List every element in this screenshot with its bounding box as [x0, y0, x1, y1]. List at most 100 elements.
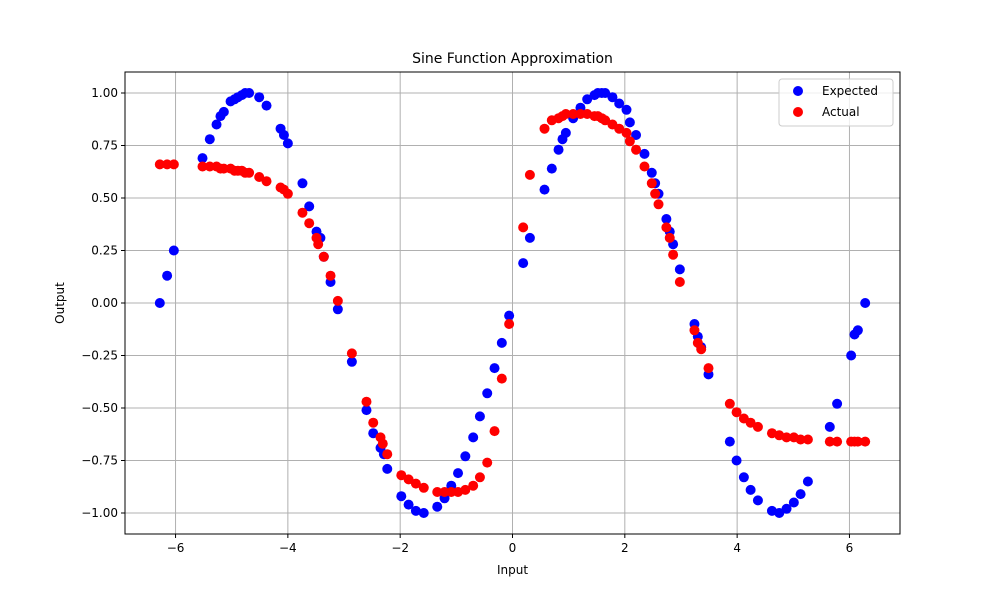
- point-expected: [560, 127, 571, 138]
- point-expected: [624, 117, 635, 128]
- legend-box: [778, 78, 894, 127]
- point-actual: [621, 127, 632, 138]
- point-expected: [621, 104, 632, 115]
- point-actual: [504, 319, 515, 329]
- point-actual: [696, 344, 707, 355]
- point-actual: [282, 188, 293, 199]
- point-actual: [624, 136, 635, 147]
- point-actual: [674, 277, 685, 287]
- y-tick-label: 0.25: [91, 244, 118, 258]
- point-expected: [368, 428, 379, 439]
- point-actual: [313, 239, 324, 250]
- point-expected: [832, 398, 843, 409]
- point-expected: [539, 184, 550, 195]
- x-tick-label: −4: [279, 541, 297, 555]
- point-actual: [346, 348, 357, 359]
- y-axis-label: Output: [53, 282, 67, 324]
- point-expected: [162, 270, 173, 281]
- point-expected: [553, 144, 564, 155]
- legend-marker-actual: [793, 107, 803, 117]
- point-expected: [504, 310, 515, 321]
- point-actual: [154, 159, 165, 170]
- point-actual: [824, 436, 835, 447]
- point-expected: [346, 356, 357, 367]
- legend-label-expected: Expected: [822, 84, 878, 98]
- x-axis-label: Input: [497, 563, 528, 577]
- point-actual: [731, 407, 742, 418]
- point-actual: [745, 417, 756, 428]
- point-actual: [653, 199, 664, 210]
- point-expected: [297, 178, 308, 189]
- point-actual: [752, 421, 763, 432]
- point-actual: [361, 396, 372, 407]
- point-actual: [254, 172, 265, 182]
- point-actual: [377, 438, 388, 449]
- point-expected: [781, 503, 792, 514]
- y-tick-label: −0.75: [81, 454, 118, 468]
- point-expected: [396, 491, 407, 502]
- point-actual: [664, 232, 675, 243]
- point-expected: [244, 88, 255, 98]
- point-actual: [382, 449, 393, 460]
- y-tick-label: 0.00: [91, 296, 118, 310]
- point-actual: [781, 432, 792, 443]
- point-expected: [382, 463, 393, 474]
- point-actual: [802, 434, 813, 445]
- x-tick-label: 2: [621, 541, 629, 555]
- point-actual: [689, 325, 700, 336]
- point-expected: [631, 130, 642, 140]
- axis-ticks: −6 −4 −2 0 2 4 6 −1.00 −0.75 −0.50 −0.25 0.00 0.25 0.…: [81, 86, 853, 555]
- point-expected: [846, 350, 857, 361]
- point-expected: [524, 232, 535, 243]
- point-expected: [738, 472, 749, 483]
- point-expected: [197, 153, 208, 164]
- point-expected: [261, 100, 272, 111]
- point-expected: [482, 388, 493, 399]
- point-actual: [539, 123, 550, 134]
- point-expected: [774, 508, 785, 518]
- point-actual: [518, 222, 529, 233]
- point-expected: [674, 264, 685, 275]
- point-actual: [318, 251, 329, 262]
- point-expected: [724, 436, 735, 447]
- point-expected: [460, 451, 471, 462]
- point-expected: [752, 495, 763, 506]
- point-expected: [474, 411, 485, 422]
- x-tick-label: 6: [846, 541, 854, 555]
- point-actual: [418, 482, 429, 493]
- point-actual: [724, 398, 735, 409]
- point-expected: [361, 405, 372, 416]
- point-actual: [403, 474, 414, 485]
- point-expected: [332, 304, 343, 315]
- point-actual: [410, 478, 421, 489]
- point-expected: [802, 476, 813, 487]
- point-actual: [646, 178, 657, 189]
- y-tick-label: −0.25: [81, 349, 118, 363]
- point-actual: [832, 436, 843, 447]
- point-actual: [197, 161, 208, 172]
- y-tick-label: −0.50: [81, 401, 118, 415]
- point-actual: [639, 161, 650, 172]
- grid-lines: [125, 72, 900, 534]
- point-expected: [168, 245, 179, 256]
- point-actual: [524, 169, 535, 180]
- point-expected: [278, 130, 289, 140]
- point-actual: [368, 417, 379, 428]
- point-expected: [614, 98, 625, 109]
- point-expected: [304, 201, 315, 212]
- point-expected: [453, 468, 464, 479]
- point-expected: [518, 258, 529, 269]
- point-expected: [496, 337, 507, 348]
- x-tick-label: −2: [391, 541, 409, 555]
- y-tick-label: 0.50: [91, 191, 118, 205]
- point-expected: [860, 298, 871, 308]
- point-actual: [304, 218, 315, 229]
- scatter-points: [154, 88, 871, 518]
- point-actual: [795, 434, 806, 445]
- point-actual: [852, 436, 863, 447]
- point-expected: [788, 497, 799, 508]
- point-expected: [211, 119, 222, 130]
- point-actual: [560, 109, 571, 119]
- point-actual: [332, 295, 343, 306]
- point-actual: [600, 115, 611, 126]
